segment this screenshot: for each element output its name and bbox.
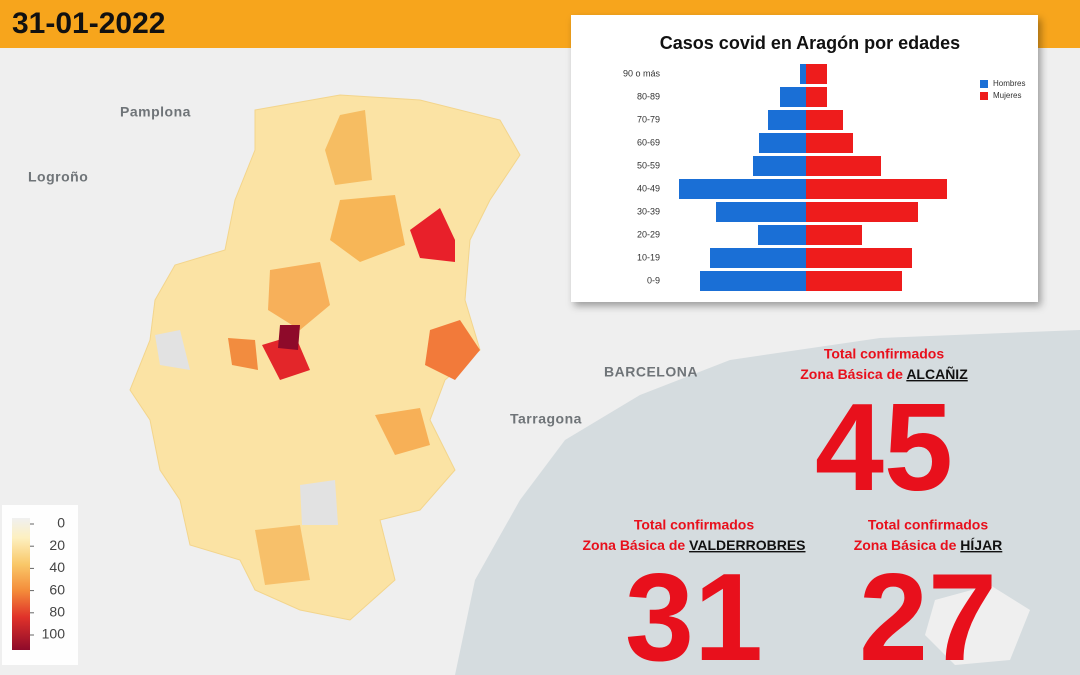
bar — [806, 133, 853, 153]
y-tick-label: 40-49 — [637, 183, 660, 193]
y-tick-label: 50-59 — [637, 160, 660, 170]
bar — [759, 133, 806, 153]
legend-label: Hombres — [993, 79, 1025, 88]
region — [228, 338, 258, 370]
zone-value: 27 — [859, 549, 997, 675]
y-tick-label: 20-29 — [637, 229, 660, 239]
region — [268, 262, 330, 330]
y-tick-label: 70-79 — [637, 114, 660, 124]
region — [330, 195, 405, 262]
bar — [806, 271, 902, 291]
y-tick-label: 80-89 — [637, 91, 660, 101]
region — [255, 525, 310, 585]
bar — [800, 64, 806, 84]
bar — [716, 202, 806, 222]
bar — [806, 225, 862, 245]
island — [925, 585, 1030, 665]
colorbar-label: 0 — [57, 515, 65, 531]
bar — [806, 202, 918, 222]
bar — [806, 179, 947, 199]
legend-swatch — [980, 92, 988, 100]
bar — [806, 248, 912, 268]
region-no-data — [155, 330, 190, 370]
zone-place: VALDERROBRES — [689, 537, 805, 553]
colorbar-label: 80 — [49, 604, 65, 620]
city-label: Pamplona — [120, 104, 191, 120]
zone-place: ALCAÑIZ — [906, 365, 968, 382]
bar — [753, 156, 806, 176]
zone-value: 45 — [815, 379, 953, 517]
zone-title: Total confirmados — [824, 346, 945, 362]
zone-title: Total confirmados — [868, 517, 989, 533]
bar — [679, 179, 806, 199]
date: 31-01-2022 — [12, 7, 165, 40]
y-tick-label: 30-39 — [637, 206, 660, 216]
bar — [700, 271, 806, 291]
bar — [806, 156, 881, 176]
bar — [806, 110, 843, 130]
y-tick-label: 0-9 — [647, 275, 660, 285]
aragon-map — [129, 94, 521, 621]
y-tick-label: 60-69 — [637, 137, 660, 147]
zone-value: 31 — [625, 549, 763, 675]
region-no-data — [300, 480, 338, 525]
chart-title: Casos covid en Aragón por edades — [660, 33, 960, 53]
region — [425, 320, 480, 380]
zone-title: Total confirmados — [634, 517, 755, 533]
city-label: Tarragona — [510, 411, 582, 427]
sea — [455, 330, 1080, 675]
colorbar-label: 100 — [42, 626, 66, 642]
zone-name: Zona Básica de VALDERROBRES — [582, 537, 805, 553]
city-label: Logroño — [28, 169, 88, 185]
zone-prefix: Zona Básica de — [582, 537, 685, 553]
colorbar-label: 40 — [49, 559, 65, 575]
colorbar-label: 20 — [49, 537, 65, 553]
zone-prefix: Zona Básica de — [800, 366, 903, 382]
y-tick-label: 90 o más — [623, 68, 661, 78]
region — [325, 110, 372, 185]
bar — [710, 248, 806, 268]
colorbar — [12, 518, 30, 650]
bar — [758, 225, 806, 245]
zone-prefix: Zona Básica de — [854, 537, 957, 553]
region — [375, 408, 430, 455]
bar — [768, 110, 806, 130]
y-tick-label: 10-19 — [637, 252, 660, 262]
bar — [780, 87, 806, 107]
zone-place: HÍJAR — [960, 537, 1002, 553]
zone-name: Zona Básica de ALCAÑIZ — [800, 365, 968, 382]
region — [278, 325, 300, 350]
bar — [806, 87, 827, 107]
bar — [806, 64, 827, 84]
legend-label: Mujeres — [993, 91, 1021, 100]
legend-swatch — [980, 80, 988, 88]
colorbar-label: 60 — [49, 581, 65, 597]
region — [410, 208, 455, 262]
city-label: BARCELONA — [604, 364, 698, 380]
zone-name: Zona Básica de HÍJAR — [854, 537, 1003, 553]
